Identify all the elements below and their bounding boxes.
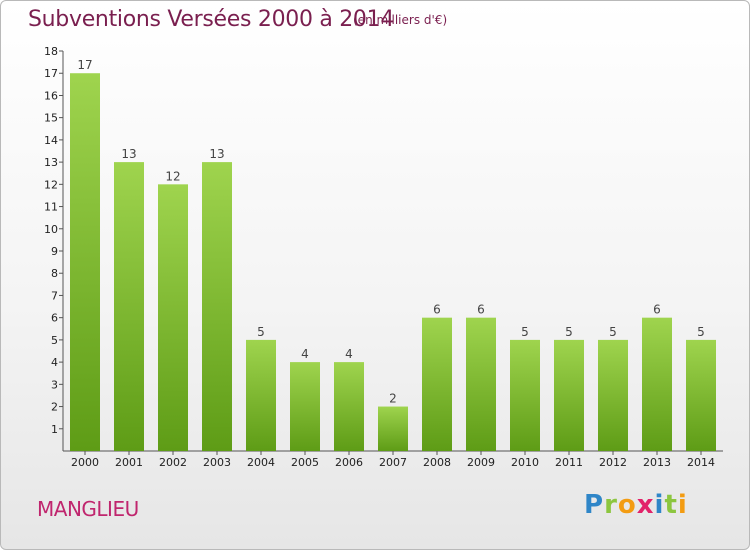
x-tick-label: 2009 (467, 456, 495, 469)
data-label: 13 (121, 147, 136, 161)
x-tick-label: 2004 (247, 456, 275, 469)
data-label: 5 (565, 325, 573, 339)
chart-bars (70, 73, 716, 452)
bar (554, 339, 584, 451)
data-label: 6 (477, 303, 485, 317)
y-tick-label: 2 (51, 401, 58, 414)
x-tick-label: 2013 (643, 456, 671, 469)
y-tick-label: 16 (44, 89, 58, 102)
x-tick-label: 2005 (291, 456, 319, 469)
bar (378, 406, 408, 451)
bar (598, 339, 628, 451)
y-tick-label: 7 (51, 289, 58, 302)
x-tick-label: 2012 (599, 456, 627, 469)
data-label: 4 (301, 347, 309, 361)
y-tick-label: 4 (51, 356, 58, 369)
data-label: 5 (257, 325, 265, 339)
bar (334, 362, 364, 451)
x-tick-label: 2010 (511, 456, 539, 469)
y-tick-label: 10 (44, 223, 58, 236)
y-tick-label: 1 (51, 423, 58, 436)
y-tick-label: 18 (44, 45, 58, 58)
data-label: 2 (389, 392, 397, 406)
y-tick-label: 5 (51, 334, 58, 347)
bar (70, 73, 100, 451)
x-tick-label: 2006 (335, 456, 363, 469)
y-tick-label: 8 (51, 267, 58, 280)
commune-name: MANGLIEU (37, 497, 139, 521)
bar (642, 317, 672, 451)
y-tick-label: 3 (51, 378, 58, 391)
proxiti-logo: Proxiti (584, 490, 688, 520)
bar (466, 317, 496, 451)
y-tick-label: 9 (51, 245, 58, 258)
bar (510, 339, 540, 451)
x-tick-label: 2007 (379, 456, 407, 469)
chart-labels: 17 13 12 13 5 4 4 2 6 6 5 5 5 6 5 (77, 58, 704, 405)
y-tick-label: 15 (44, 112, 58, 125)
data-label: 5 (609, 325, 617, 339)
chart-subtitle: (en milliers d'€) (353, 13, 448, 27)
bar (202, 162, 232, 451)
bar (686, 339, 716, 451)
x-tick-label: 2011 (555, 456, 583, 469)
y-tick-label: 13 (44, 156, 58, 169)
x-tick-label: 2014 (687, 456, 715, 469)
data-label: 6 (653, 303, 661, 317)
bar (158, 184, 188, 452)
data-label: 4 (345, 347, 353, 361)
y-tick-label: 6 (51, 312, 58, 325)
data-label: 13 (209, 147, 224, 161)
x-tick-label: 2002 (159, 456, 187, 469)
data-label: 5 (697, 325, 705, 339)
x-tick-label: 2003 (203, 456, 231, 469)
x-tick-label: 2008 (423, 456, 451, 469)
y-tick-label: 11 (44, 201, 58, 214)
bar (422, 317, 452, 451)
bar (114, 162, 144, 451)
y-tick-label: 12 (44, 178, 58, 191)
data-label: 12 (165, 169, 180, 183)
bar (290, 362, 320, 451)
y-tick-label: 14 (44, 134, 58, 147)
x-tick-label: 2000 (71, 456, 99, 469)
data-label: 6 (433, 303, 441, 317)
chart-title: Subventions Versées 2000 à 2014 (28, 7, 395, 32)
x-tick-label: 2001 (115, 456, 143, 469)
data-label: 5 (521, 325, 529, 339)
y-tick-label: 17 (44, 67, 58, 80)
bar (246, 339, 276, 451)
data-label: 17 (77, 58, 92, 72)
